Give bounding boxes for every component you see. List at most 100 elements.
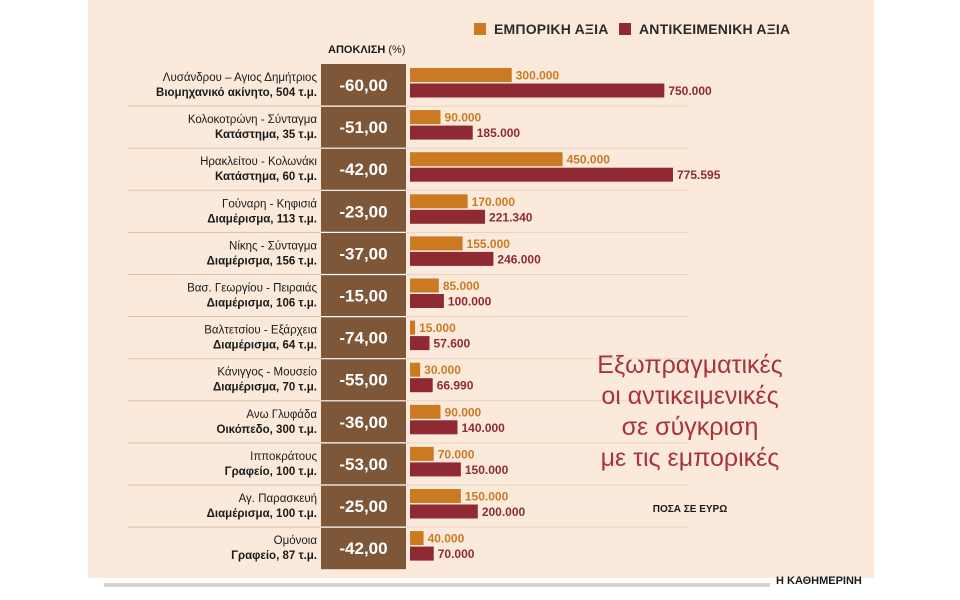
commercial-value-bar <box>410 236 463 251</box>
deviation-value: -23,00 <box>339 202 387 221</box>
headline-line-3: σε σύγκριση <box>621 413 759 441</box>
commercial-value-label: 85.000 <box>443 279 480 293</box>
commercial-value-label: 150.000 <box>465 490 509 504</box>
objective-value-bar <box>410 294 444 308</box>
commercial-value-label: 450.000 <box>567 153 611 167</box>
commercial-value-bar <box>410 446 434 461</box>
objective-value-bar <box>410 209 486 224</box>
objective-value-label: 150.000 <box>465 463 509 477</box>
deviation-value: -60,00 <box>339 76 387 95</box>
deviation-column-header: ΑΠΟΚΛΙΣΗ (%) <box>328 44 406 56</box>
commercial-value-bar <box>410 152 563 167</box>
deviation-header-label: ΑΠΟΚΛΙΣΗ <box>328 44 386 56</box>
objective-value-bar <box>410 546 434 561</box>
legend-objective-swatch <box>619 23 631 35</box>
deviation-value: -51,00 <box>339 118 387 137</box>
objective-value-bar <box>410 336 430 351</box>
deviation-value: -53,00 <box>339 455 387 474</box>
row-property-label: Βιομηχανικό ακίνητο, 504 τ.μ. <box>156 87 317 99</box>
legend-commercial-label: ΕΜΠΟΡΙΚΗ ΑΞΙΑ <box>494 21 609 37</box>
deviation-value: -36,00 <box>339 413 387 432</box>
commercial-value-bar <box>410 68 512 82</box>
commercial-value-label: 30.000 <box>424 363 461 377</box>
deviation-value: -74,00 <box>339 329 387 348</box>
objective-value-label: 66.990 <box>437 379 474 393</box>
currency-note: ΠΟΣΑ ΣΕ ΕΥΡΩ <box>652 504 728 515</box>
deviation-value: -55,00 <box>339 371 387 390</box>
commercial-value-bar <box>410 278 439 293</box>
commercial-value-bar <box>410 110 441 125</box>
deviation-header-unit: (%) <box>388 44 406 56</box>
row-location-label: Βασ. Γεωργίου - Πειραιάς <box>187 283 317 295</box>
deviation-value: -42,00 <box>339 539 387 558</box>
objective-value-bar <box>410 378 433 393</box>
deviation-value: -37,00 <box>339 244 387 263</box>
row-location-label: Ηρακλείτου - Κολωνάκι <box>200 156 317 168</box>
headline-line-1: Εξωπραγματικές <box>597 351 783 379</box>
row-location-label: Νίκης - Σύνταγμα <box>229 240 317 252</box>
objective-value-bar <box>410 251 494 266</box>
row-location-label: Λυσάνδρου – Αγιος Δημήτριος <box>163 72 318 84</box>
row-property-label: Διαμέρισμα, 113 τ.μ. <box>207 213 317 225</box>
row-property-label: Γραφείο, 100 τ.μ. <box>225 466 317 478</box>
row-property-label: Διαμέρισμα, 70 τ.μ. <box>213 382 317 394</box>
commercial-value-label: 90.000 <box>445 111 482 125</box>
row-location-label: Κάνιγγος - Μουσείο <box>217 367 317 379</box>
objective-value-label: 185.000 <box>477 126 521 140</box>
headline-line-2: οι αντικειμενικές <box>601 382 779 410</box>
row-property-label: Διαμέρισμα, 100 τ.μ. <box>207 508 317 520</box>
row-location-label: Κολοκοτρώνη - Σύνταγμα <box>188 114 318 126</box>
row-location-label: Ομόνοια <box>274 535 318 547</box>
objective-value-bar <box>410 167 673 182</box>
commercial-value-bar <box>410 404 441 419</box>
objective-value-label: 246.000 <box>497 252 541 266</box>
row-property-label: Κατάστημα, 60 τ.μ. <box>215 171 317 183</box>
row-property-label: Διαμέρισμα, 156 τ.μ. <box>207 255 317 267</box>
commercial-value-label: 70.000 <box>438 447 475 461</box>
publisher-credit: Η ΚΑΘΗΜΕΡΙΝΗ <box>776 575 862 587</box>
commercial-value-label: 170.000 <box>472 195 516 209</box>
legend-objective: ΑΝΤΙΚΕΙΜΕΝΙΚΗ ΑΞΙΑ <box>619 21 790 37</box>
row-location-label: Αγ. Παρασκευή <box>239 493 317 505</box>
legend-commercial-swatch <box>474 23 486 35</box>
row-property-label: Οικόπεδο, 300 τ.μ. <box>217 424 317 436</box>
objective-value-bar <box>410 83 665 98</box>
commercial-value-label: 155.000 <box>467 237 511 251</box>
objective-value-bar <box>410 504 478 519</box>
legend-objective-label: ΑΝΤΙΚΕΙΜΕΝΙΚΗ ΑΞΙΑ <box>639 21 791 37</box>
deviation-value: -25,00 <box>339 497 387 516</box>
objective-value-label: 775.595 <box>677 168 721 182</box>
footer-rule <box>104 583 770 587</box>
commercial-value-label: 300.000 <box>516 69 560 83</box>
row-location-label: Γούναρη - Κηφισιά <box>222 198 317 210</box>
objective-value-label: 70.000 <box>438 547 475 561</box>
objective-value-bar <box>410 125 473 140</box>
objective-value-bar <box>410 420 458 435</box>
objective-value-label: 750.000 <box>668 84 712 98</box>
commercial-value-label: 90.000 <box>445 405 482 419</box>
commercial-value-bar <box>410 194 468 209</box>
objective-value-bar <box>410 462 461 477</box>
headline-line-4: με τις εμπορικές <box>600 444 780 472</box>
row-property-label: Κατάστημα, 35 τ.μ. <box>215 129 317 141</box>
row-location-label: Ανω Γλυφάδα <box>246 409 317 421</box>
objective-value-label: 100.000 <box>448 295 492 309</box>
commercial-value-bar <box>410 362 421 377</box>
objective-value-label: 140.000 <box>461 421 505 435</box>
deviation-value: -15,00 <box>339 287 387 306</box>
row-property-label: Διαμέρισμα, 106 τ.μ. <box>207 298 317 310</box>
commercial-value-label: 40.000 <box>428 532 465 546</box>
objective-value-label: 57.600 <box>434 337 471 351</box>
row-property-label: Γραφείο, 87 τ.μ. <box>231 550 317 562</box>
bar-chart: Λυσάνδρου – Αγιος Δημήτριος Βιομηχανικό α… <box>128 64 721 570</box>
row-location-label: Βαλτετσίου - Εξάρχεια <box>204 325 317 337</box>
row-property-label: Διαμέρισμα, 64 τ.μ. <box>213 340 317 352</box>
commercial-value-label: 15.000 <box>419 321 456 335</box>
chart-panel: ΕΜΠΟΡΙΚΗ ΑΞΙΑ ΑΝΤΙΚΕΙΜΕΝΙΚΗ ΑΞΙΑ Λυσάνδρ… <box>88 0 874 578</box>
commercial-value-bar <box>410 489 461 503</box>
legend-commercial: ΕΜΠΟΡΙΚΗ ΑΞΙΑ <box>474 21 609 37</box>
headline: Εξωπραγματικές οι αντικειμενικές σε σύγκ… <box>560 350 820 474</box>
commercial-value-bar <box>410 531 424 546</box>
row-location-label: Ιπποκράτους <box>250 451 317 463</box>
objective-value-label: 200.000 <box>482 505 526 519</box>
